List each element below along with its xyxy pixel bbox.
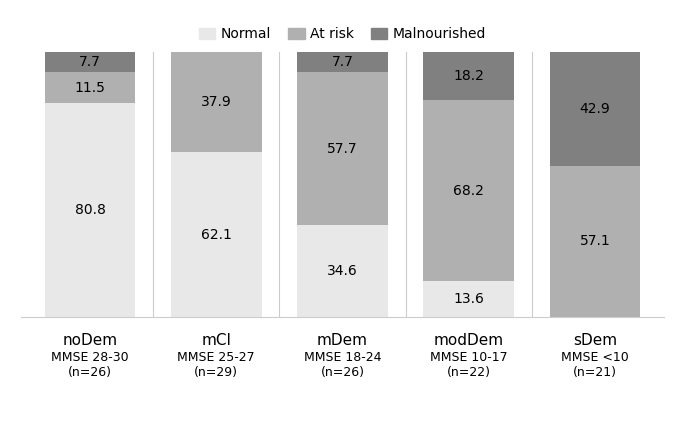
Bar (45, 72, 136, 103)
Text: noDem: noDem (62, 333, 118, 348)
Text: (n=22): (n=22) (447, 366, 490, 379)
Text: mDem: mDem (317, 333, 368, 348)
Text: 37.9: 37.9 (201, 95, 232, 109)
Text: MMSE 10-17: MMSE 10-17 (430, 351, 508, 364)
Text: (n=26): (n=26) (68, 366, 112, 379)
Text: sDem: sDem (573, 333, 617, 348)
Text: 57.7: 57.7 (327, 142, 358, 156)
Text: 7.7: 7.7 (332, 55, 353, 69)
Text: MMSE <10: MMSE <10 (561, 351, 629, 364)
Bar (549, 52, 640, 166)
Bar (45, 52, 136, 72)
Text: 57.1: 57.1 (580, 234, 610, 248)
Text: 13.6: 13.6 (453, 292, 484, 306)
Text: 42.9: 42.9 (580, 102, 610, 116)
Text: mCI: mCI (201, 333, 232, 348)
Bar (297, 52, 388, 72)
Legend: Normal, At risk, Malnourished: Normal, At risk, Malnourished (199, 27, 486, 41)
Bar (297, 225, 388, 317)
Bar (171, 152, 262, 317)
Bar (297, 72, 388, 225)
Bar (171, 52, 262, 152)
Text: 18.2: 18.2 (453, 69, 484, 83)
Text: 68.2: 68.2 (453, 184, 484, 197)
Text: (n=26): (n=26) (321, 366, 364, 379)
Text: modDem: modDem (434, 333, 503, 348)
Text: 7.7: 7.7 (79, 55, 101, 69)
Text: 34.6: 34.6 (327, 264, 358, 278)
Bar (423, 100, 514, 281)
Bar (549, 166, 640, 317)
Text: 62.1: 62.1 (201, 227, 232, 242)
Bar (423, 281, 514, 317)
Text: 11.5: 11.5 (75, 81, 105, 95)
Bar (45, 103, 136, 317)
Text: MMSE 18-24: MMSE 18-24 (303, 351, 382, 364)
Text: (n=29): (n=29) (195, 366, 238, 379)
Text: (n=21): (n=21) (573, 366, 617, 379)
Text: MMSE 25-27: MMSE 25-27 (177, 351, 255, 364)
Text: 80.8: 80.8 (75, 203, 105, 217)
Text: MMSE 28-30: MMSE 28-30 (51, 351, 129, 364)
Bar (423, 52, 514, 100)
